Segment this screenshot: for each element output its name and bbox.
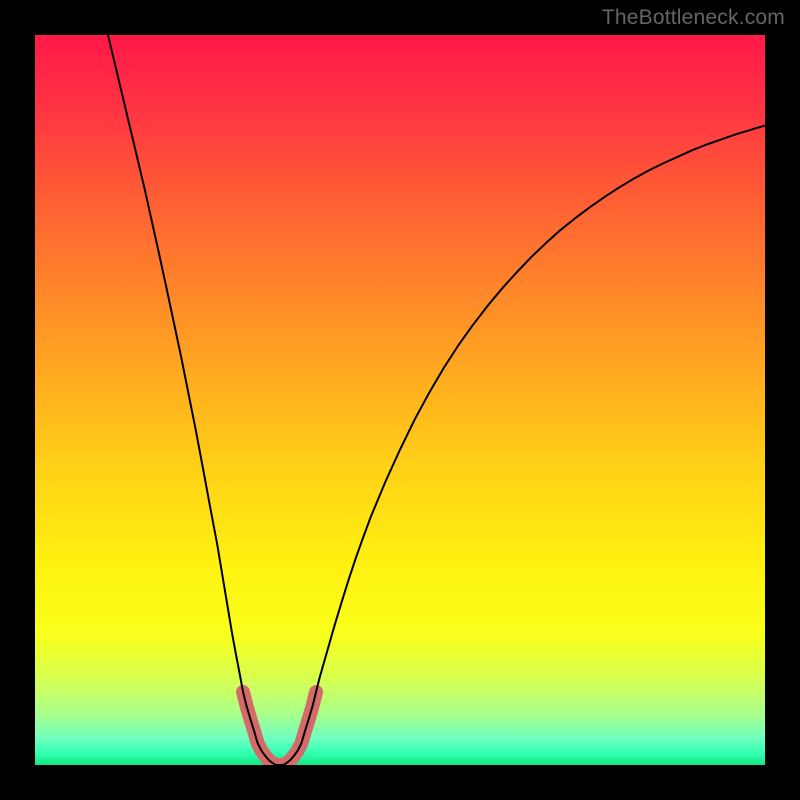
watermark-text: TheBottleneck.com (602, 6, 785, 30)
chart-plot-area (35, 35, 765, 765)
chart-svg (35, 35, 765, 765)
chart-background (35, 35, 765, 765)
